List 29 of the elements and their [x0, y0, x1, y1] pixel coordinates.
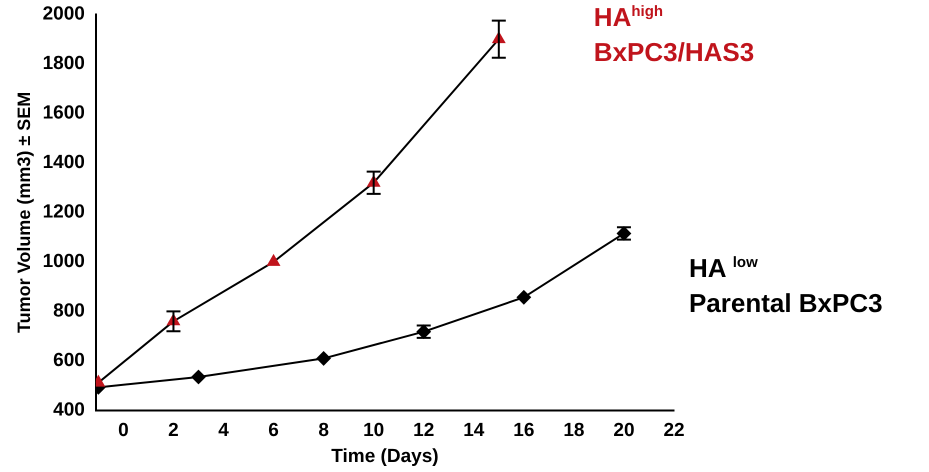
x-axis-title: Time (Days)	[331, 446, 439, 467]
y-tick-label: 1200	[42, 202, 85, 223]
x-tick-label: 6	[268, 420, 279, 442]
x-tick-label: 22	[663, 420, 685, 442]
y-tick-label: 400	[53, 400, 85, 421]
y-tick-label: 1600	[42, 102, 85, 124]
x-tick-label: 20	[613, 420, 635, 442]
text: HA $^{low}$ Parental BxPC3	[688, 253, 883, 318]
x-tick-label: 4	[218, 420, 230, 442]
y-axis-title: Tumor Volume (mm3) ± SEM	[14, 92, 34, 334]
x-tick-label: 10	[363, 420, 384, 442]
x-tick-label: 18	[563, 420, 584, 442]
y-tick-label: 2000	[42, 4, 85, 25]
y-tick-label: 600	[53, 350, 85, 372]
point	[516, 290, 531, 304]
point	[267, 254, 280, 266]
x-tick-label: 0	[118, 420, 129, 442]
y-tick-label: 1000	[42, 251, 85, 272]
x-tick-label: 8	[318, 420, 329, 442]
y-tick-label: 800	[53, 300, 85, 322]
x-tick-label: 16	[513, 420, 534, 442]
x-tick-label: 2	[168, 420, 179, 442]
y-tick-label: 1800	[42, 53, 85, 74]
point	[316, 351, 331, 366]
text: HA$^{high}$ BxPC3/HAS3	[594, 2, 754, 67]
y-tick-label: 1400	[42, 152, 85, 174]
x-tick-label: 12	[413, 420, 434, 442]
x-tick-label: 14	[463, 420, 485, 442]
point	[191, 370, 206, 384]
